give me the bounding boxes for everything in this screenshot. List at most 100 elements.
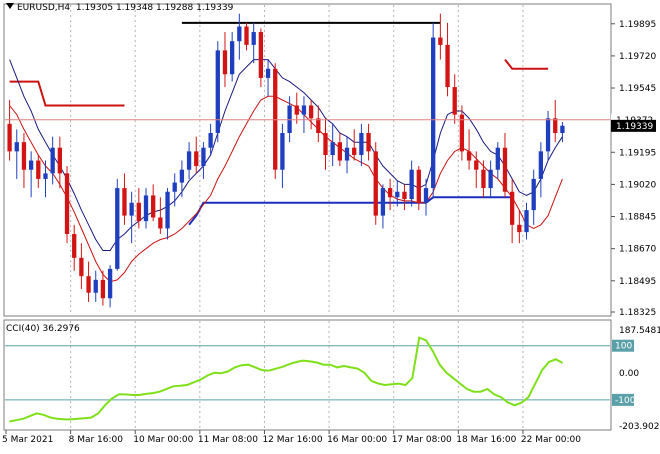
candle-body bbox=[165, 191, 170, 229]
candle bbox=[165, 188, 170, 240]
candle-body bbox=[474, 160, 479, 170]
candle bbox=[316, 105, 321, 143]
candle bbox=[151, 184, 156, 222]
stop-line bbox=[504, 58, 549, 70]
candle-body bbox=[323, 133, 328, 156]
candle-body bbox=[459, 114, 465, 152]
candle bbox=[517, 210, 522, 244]
candle-body bbox=[316, 118, 321, 134]
candle bbox=[129, 191, 134, 244]
time-tick-label: 12 Mar 16:00 bbox=[262, 435, 322, 445]
price-labels: 1.193721.19339 bbox=[5, 113, 656, 132]
candle-body bbox=[560, 125, 565, 134]
candle-body bbox=[258, 32, 264, 78]
price-tick-label: 1.19720 bbox=[619, 52, 656, 62]
candle bbox=[366, 123, 371, 161]
candle bbox=[28, 151, 34, 198]
candle bbox=[466, 129, 472, 170]
candle-body bbox=[36, 160, 41, 179]
candle-body bbox=[524, 210, 529, 233]
price-tick-label: 1.19020 bbox=[619, 180, 656, 190]
cci-levels bbox=[5, 345, 610, 401]
candle-body bbox=[93, 279, 98, 293]
candle bbox=[230, 32, 235, 82]
candle bbox=[237, 13, 242, 60]
candle bbox=[36, 155, 41, 189]
candle bbox=[459, 105, 465, 161]
candle-body bbox=[352, 147, 357, 156]
candle-body bbox=[251, 32, 256, 45]
time-axis: 5 Mar 2021 8 Mar 16:00 10 Mar 00:00 11 Mar … bbox=[2, 430, 581, 445]
candle-body bbox=[280, 133, 285, 170]
candle-body bbox=[50, 147, 55, 174]
candle-body bbox=[495, 147, 500, 170]
candle-body bbox=[301, 105, 307, 115]
candle bbox=[352, 129, 357, 161]
symbol-name: EURUSD,H4 bbox=[17, 3, 71, 13]
candle bbox=[387, 178, 393, 211]
candle-body bbox=[21, 142, 27, 170]
candle-body bbox=[531, 178, 536, 211]
candle bbox=[179, 160, 185, 198]
candle bbox=[251, 22, 256, 64]
time-tick-label: 16 Mar 00:00 bbox=[327, 435, 387, 445]
candle-body bbox=[510, 191, 515, 225]
bid-label: 1.19339 bbox=[616, 122, 653, 132]
symbol-header: EURUSD,H4 1.19305 1.19348 1.19288 1.1933… bbox=[6, 3, 233, 13]
candle-body bbox=[237, 26, 242, 42]
candle-body bbox=[115, 188, 120, 269]
price-tick-label: 1.18495 bbox=[619, 277, 656, 287]
cci-series-line bbox=[9, 336, 564, 423]
candle-body bbox=[172, 182, 177, 192]
candle bbox=[560, 121, 565, 143]
candle-body bbox=[502, 147, 508, 192]
stop-lines bbox=[9, 21, 549, 226]
candle-body bbox=[143, 195, 149, 222]
candle bbox=[323, 118, 328, 170]
candle-body bbox=[308, 105, 314, 119]
candle bbox=[14, 129, 19, 179]
candle-body bbox=[129, 202, 134, 216]
candle-body bbox=[14, 142, 19, 152]
cci-label: CCI(40) 36.2976 bbox=[6, 324, 80, 334]
price-tick-label: 1.18845 bbox=[619, 213, 656, 223]
candle bbox=[502, 133, 508, 198]
candle-body bbox=[488, 169, 493, 189]
candle bbox=[538, 142, 544, 198]
candle bbox=[72, 224, 77, 271]
candle bbox=[50, 136, 55, 185]
candle-body bbox=[79, 257, 84, 277]
candle bbox=[330, 123, 335, 167]
candle bbox=[308, 99, 314, 130]
candle bbox=[294, 92, 299, 124]
candle bbox=[136, 188, 141, 229]
candle-body bbox=[86, 276, 91, 293]
candle bbox=[510, 178, 515, 244]
candle-body bbox=[337, 142, 342, 161]
candles[interactable] bbox=[7, 13, 565, 308]
candle-body bbox=[431, 37, 436, 189]
stop-line bbox=[9, 80, 125, 107]
candle bbox=[531, 169, 536, 225]
indicator-header: CCI(40) 36.2976 bbox=[6, 324, 80, 334]
candle bbox=[265, 59, 271, 97]
candle bbox=[57, 136, 62, 189]
time-tick-label: 18 Mar 16:00 bbox=[456, 435, 516, 445]
candle bbox=[495, 142, 500, 179]
candle bbox=[438, 13, 443, 60]
cci-tick-label: 0.00 bbox=[619, 369, 639, 379]
time-tick-label: 10 Mar 00:00 bbox=[133, 435, 193, 445]
cci-line bbox=[9, 336, 564, 423]
candle-body bbox=[273, 68, 278, 170]
candle-body bbox=[215, 50, 220, 134]
candle bbox=[201, 142, 206, 179]
candle-body bbox=[265, 68, 271, 78]
candle bbox=[445, 22, 450, 97]
candle bbox=[344, 136, 350, 174]
candle bbox=[402, 184, 407, 211]
candle bbox=[172, 173, 177, 207]
candle bbox=[273, 63, 278, 179]
price-pane-frame bbox=[3, 3, 612, 317]
